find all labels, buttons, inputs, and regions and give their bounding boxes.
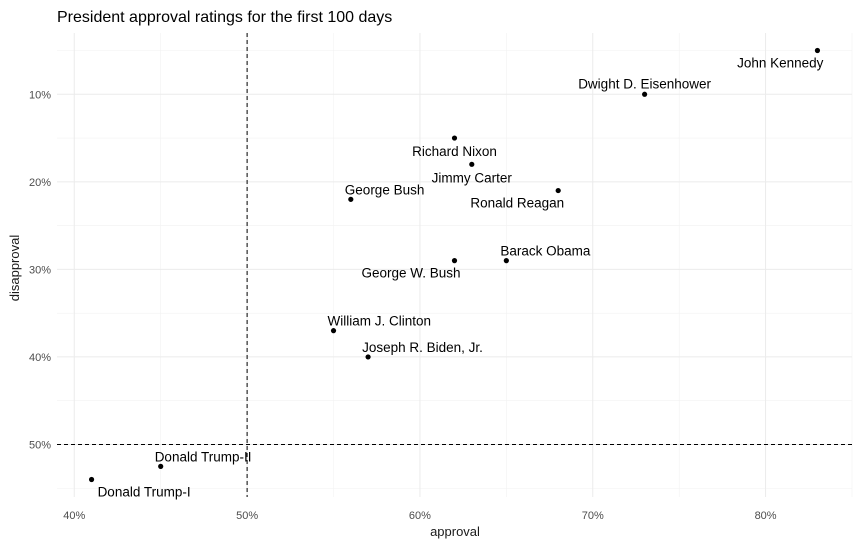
point-label: John Kennedy (737, 56, 824, 71)
y-tick-label: 40% (29, 352, 51, 364)
point-label: William J. Clinton (328, 314, 432, 329)
data-point (451, 135, 458, 141)
data-point (158, 463, 164, 469)
data-point (469, 161, 475, 167)
x-tick-label: 80% (755, 510, 777, 522)
data-point (330, 328, 337, 334)
reference-lines (57, 33, 852, 497)
y-tick-label: 10% (29, 89, 51, 101)
x-tick-label: 40% (63, 510, 85, 522)
point-label: Jimmy Carter (432, 170, 513, 185)
data-point (555, 187, 561, 194)
data-point (365, 354, 371, 360)
y-tick-label: 30% (29, 264, 51, 276)
chart-title: President approval ratings for the first… (57, 9, 392, 26)
point-label: George W. Bush (361, 266, 460, 281)
data-point (642, 91, 648, 97)
data-point (814, 47, 821, 54)
point-label: Ronald Reagan (470, 196, 564, 211)
point-label: Joseph R. Biden, Jr. (362, 340, 483, 355)
axis-ticks: 40% 50% 60% 70% 80% 10% 20% 30% 40% 50% (29, 89, 777, 522)
data-point (451, 258, 458, 264)
x-tick-label: 50% (236, 510, 258, 522)
y-tick-label: 50% (29, 439, 51, 451)
data-points (88, 47, 821, 483)
point-label: Richard Nixon (412, 144, 497, 159)
x-axis-title: approval (430, 524, 480, 539)
point-label: Barack Obama (500, 244, 591, 259)
data-point (88, 476, 95, 483)
x-tick-label: 70% (582, 510, 604, 522)
point-labels: John Kennedy Dwight D. Eisenhower Richard … (98, 56, 824, 500)
point-label: George Bush (345, 182, 425, 197)
point-label: Donald Trump-II (155, 449, 252, 464)
data-point (503, 258, 509, 264)
point-label: Dwight D. Eisenhower (578, 76, 711, 91)
x-tick-label: 60% (409, 510, 431, 522)
y-tick-label: 20% (29, 177, 51, 189)
y-axis-title: disapproval (7, 235, 22, 302)
data-point (348, 196, 354, 202)
point-label: Donald Trump-I (98, 484, 191, 499)
